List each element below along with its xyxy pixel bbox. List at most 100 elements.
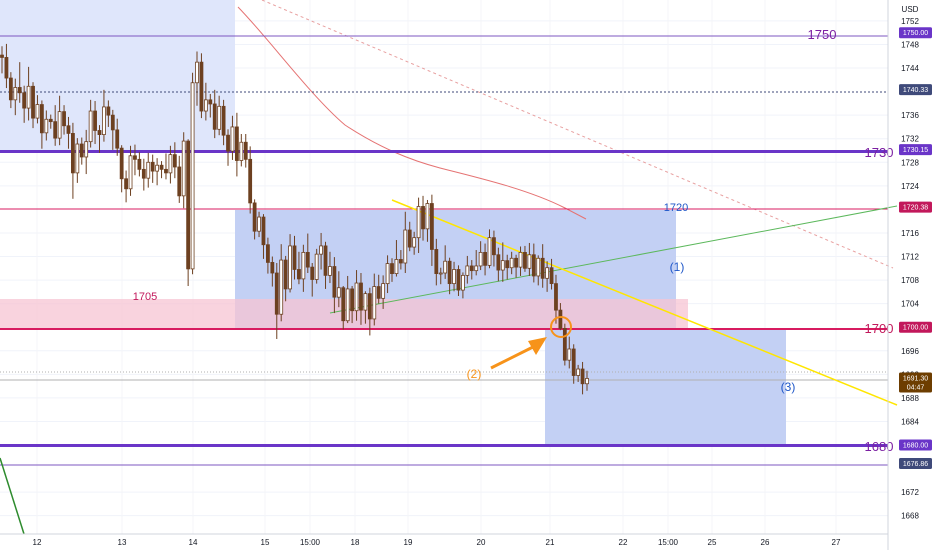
price-tag-value: 1676.86 bbox=[903, 461, 928, 468]
candle-body bbox=[212, 103, 217, 130]
label-1750: 1750 bbox=[808, 27, 837, 42]
candle-body bbox=[35, 104, 40, 119]
price-tags: 1750.00 1740.33 1730.15 1720.38 1700.00 1691.… bbox=[899, 27, 932, 469]
candle-body bbox=[500, 260, 505, 271]
candle-body bbox=[53, 121, 58, 139]
candle-body bbox=[48, 118, 53, 123]
green-trend-line bbox=[329, 205, 898, 314]
price-tag bbox=[899, 439, 932, 451]
candle-body bbox=[243, 141, 248, 160]
candle-body bbox=[421, 206, 425, 230]
x-tick-label: 26 bbox=[761, 538, 770, 547]
candle-body bbox=[461, 274, 465, 291]
candle-body bbox=[186, 140, 191, 270]
label-1680: 1680 bbox=[865, 439, 894, 454]
candle-body bbox=[323, 245, 328, 276]
price-tag bbox=[899, 321, 932, 333]
candle-body bbox=[314, 253, 319, 280]
candle-body bbox=[341, 287, 346, 322]
candle-body bbox=[443, 260, 448, 274]
x-tick-label: 15:00 bbox=[300, 538, 321, 547]
candle-body bbox=[119, 147, 124, 180]
label-step-3: (3) bbox=[781, 380, 796, 394]
candle-body bbox=[447, 260, 452, 285]
candle-body bbox=[195, 61, 199, 84]
candle-body bbox=[257, 216, 261, 232]
candle-body bbox=[252, 202, 257, 232]
candle-body bbox=[168, 154, 173, 174]
candle-body bbox=[558, 309, 563, 329]
y-tick-label: 1736 bbox=[901, 111, 919, 120]
candle-body bbox=[305, 251, 310, 268]
candle-body bbox=[363, 293, 368, 311]
zone-blue-3 bbox=[545, 330, 786, 446]
arrow-head bbox=[528, 337, 547, 355]
candle-body bbox=[576, 368, 581, 376]
candle-body bbox=[234, 126, 239, 161]
candle-body bbox=[536, 257, 541, 277]
x-tick-label: 25 bbox=[708, 538, 717, 547]
candle-body bbox=[4, 57, 9, 79]
candle-body bbox=[354, 282, 359, 312]
candle-body bbox=[465, 265, 470, 276]
x-tick-label: 22 bbox=[619, 538, 628, 547]
candle-body bbox=[571, 348, 576, 376]
candle-body bbox=[301, 251, 306, 280]
candle-body bbox=[137, 158, 142, 170]
price-tag-value: 1750.00 bbox=[903, 30, 928, 37]
price-tag-value: 1740.33 bbox=[903, 87, 928, 94]
candle-body bbox=[425, 203, 430, 230]
price-tag bbox=[899, 144, 932, 156]
candle-body bbox=[106, 106, 111, 116]
candle-body bbox=[540, 257, 545, 279]
label-1700: 1700 bbox=[865, 321, 894, 336]
candle-body bbox=[452, 269, 456, 285]
candle-body bbox=[75, 143, 80, 174]
label-1720-zone: 1720 bbox=[664, 202, 688, 214]
time-axis-ticks[interactable]: 12 13 14 15 15:00 18 19 20 21 22 15:00 25 26 27 bbox=[33, 538, 841, 547]
candle-body bbox=[429, 203, 434, 250]
candle-body bbox=[71, 133, 75, 174]
candle-body bbox=[128, 155, 133, 190]
x-tick-label: 15:00 bbox=[658, 538, 679, 547]
candle-body bbox=[438, 272, 443, 275]
x-tick-label: 14 bbox=[189, 538, 198, 547]
y-tick-label: 1752 bbox=[901, 17, 919, 26]
candle-body bbox=[585, 378, 589, 385]
candle-body bbox=[217, 105, 222, 130]
candle-body bbox=[84, 141, 89, 158]
candle-body bbox=[297, 269, 301, 280]
x-tick-label: 12 bbox=[33, 538, 42, 547]
x-tick-label: 19 bbox=[404, 538, 413, 547]
candle-body bbox=[159, 164, 164, 170]
candle-body bbox=[496, 254, 501, 271]
candle-body bbox=[203, 99, 208, 112]
candle-body bbox=[115, 129, 120, 149]
price-tag-value: 1700.00 bbox=[903, 325, 928, 332]
candle-body bbox=[22, 92, 27, 109]
price-tag-value: 1720.38 bbox=[903, 205, 928, 212]
label-1730: 1730 bbox=[865, 145, 894, 160]
candle-body bbox=[474, 265, 479, 272]
candle-body bbox=[509, 257, 514, 269]
candle-body bbox=[469, 265, 474, 272]
price-tag bbox=[899, 84, 932, 96]
candle-body bbox=[549, 267, 554, 285]
candle-body bbox=[456, 269, 461, 291]
candle-body bbox=[79, 143, 84, 158]
dotted-trend-line bbox=[261, 0, 894, 269]
price-tag bbox=[899, 457, 932, 469]
candle-body bbox=[17, 87, 22, 94]
label-step-2: (2) bbox=[467, 367, 482, 381]
candle-body bbox=[336, 287, 341, 298]
y-tick-label: 1684 bbox=[901, 417, 919, 426]
candle-body bbox=[239, 141, 244, 161]
candle-body bbox=[310, 266, 315, 280]
x-tick-label: 15 bbox=[261, 538, 270, 547]
candle-body bbox=[270, 262, 275, 274]
candle-body bbox=[580, 368, 585, 385]
candle-body bbox=[274, 272, 279, 315]
price-tag-countdown: 04:47 bbox=[907, 384, 925, 391]
candle-body bbox=[177, 166, 182, 197]
